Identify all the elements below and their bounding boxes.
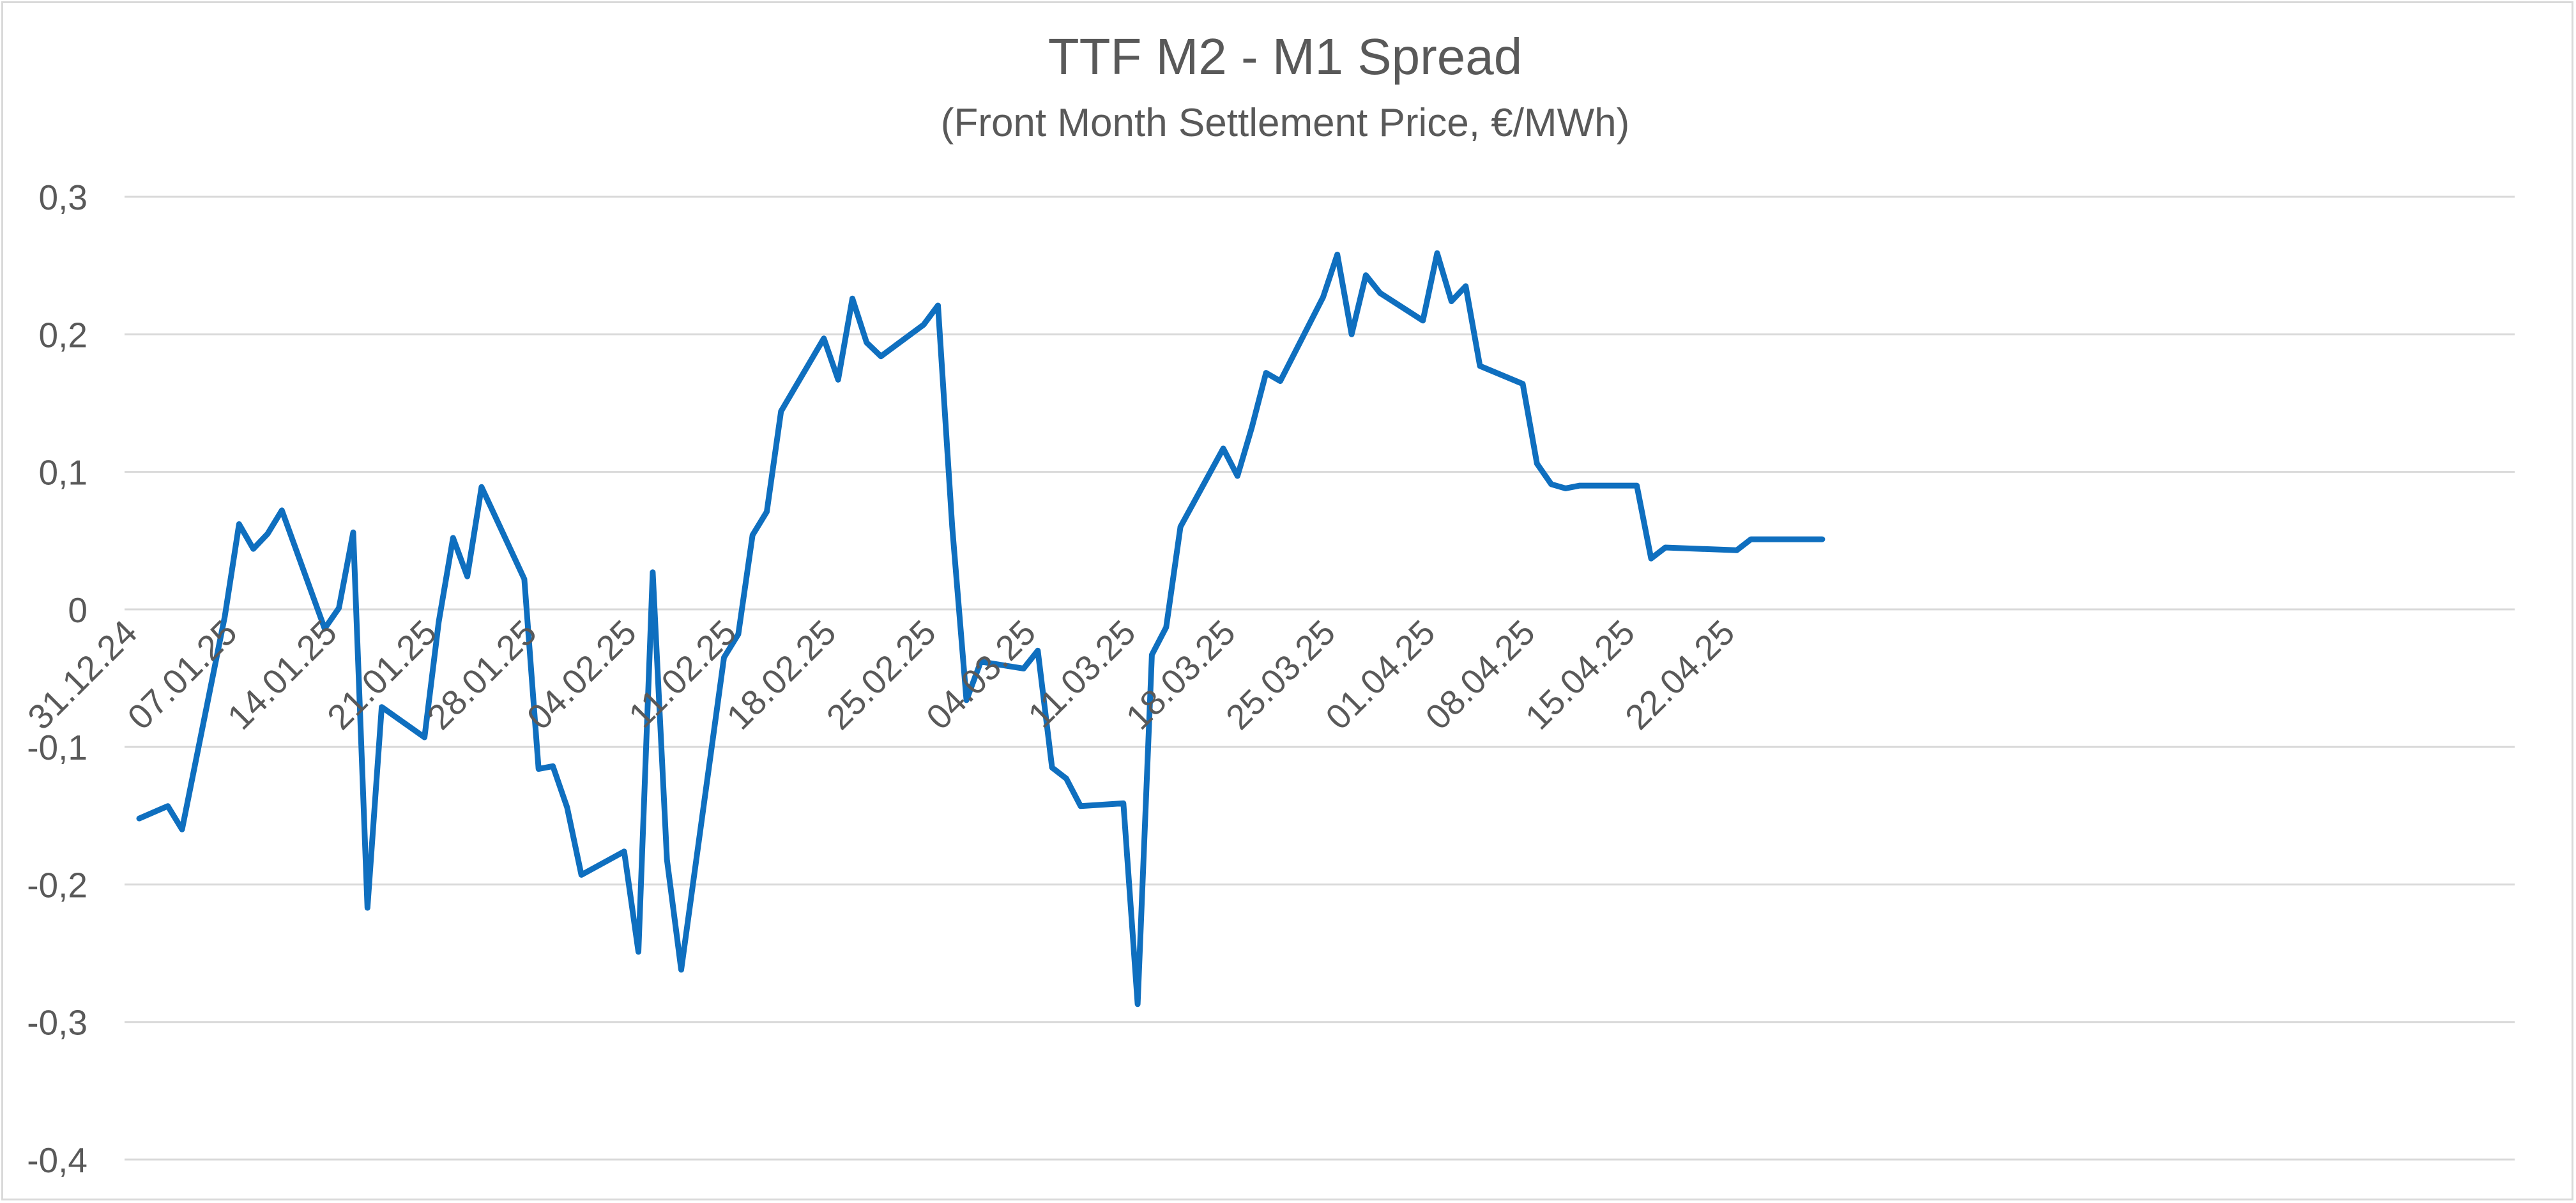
x-tick-label: 25.02.25 <box>819 613 943 737</box>
x-tick-label: 04.03.25 <box>918 613 1043 737</box>
chart-title: TTF M2 - M1 Spread <box>1048 28 1522 85</box>
x-tick-label: 22.04.25 <box>1617 613 1742 737</box>
y-tick-label: -0,1 <box>27 728 88 767</box>
y-tick-label: 0 <box>68 590 88 630</box>
x-tick-label: 01.04.25 <box>1318 613 1442 737</box>
x-tick-label: 18.03.25 <box>1118 613 1243 737</box>
x-axis-tick-labels: 31.12.2407.01.2514.01.2521.01.2528.01.25… <box>20 613 1742 737</box>
x-tick-label: 31.12.24 <box>20 613 144 737</box>
x-tick-label: 08.04.25 <box>1418 613 1543 737</box>
y-tick-label: 0,3 <box>39 178 88 217</box>
x-tick-label: 25.03.25 <box>1218 613 1343 737</box>
x-tick-label: 04.02.25 <box>519 613 644 737</box>
chart-subtitle: (Front Month Settlement Price, €/MWh) <box>941 101 1629 145</box>
y-tick-label: 0,2 <box>39 315 88 355</box>
y-tick-label: -0,3 <box>27 1003 88 1043</box>
series-line <box>136 250 1825 1008</box>
y-tick-label: -0,2 <box>27 865 88 905</box>
x-tick-label: 14.01.25 <box>220 613 344 737</box>
x-tick-label: 11.02.25 <box>621 613 743 735</box>
x-tick-label: 15.04.25 <box>1518 613 1642 737</box>
gridlines <box>125 195 2515 1161</box>
y-axis-tick-labels: 0,3 0,2 0,1 0 -0,1 -0,2 -0,3 -0,4 <box>27 178 88 1180</box>
series-layer <box>136 250 1825 1008</box>
y-tick-label: -0,4 <box>27 1140 88 1180</box>
y-tick-label: 0,1 <box>39 453 88 493</box>
x-tick-label: 07.01.25 <box>120 613 245 737</box>
